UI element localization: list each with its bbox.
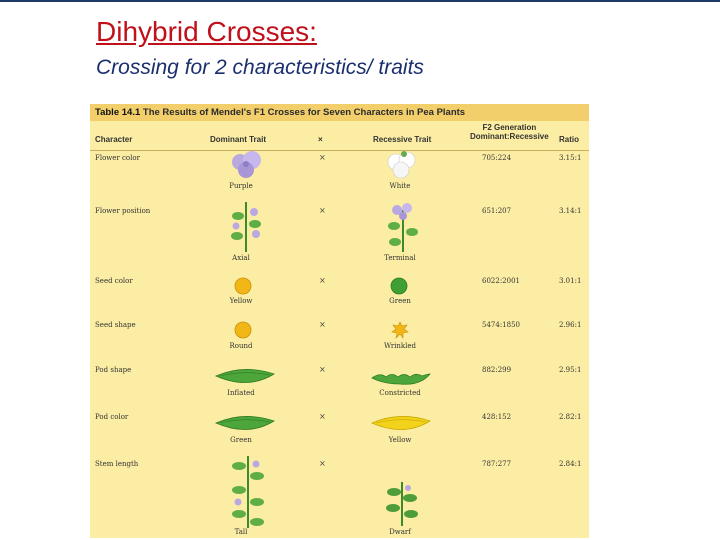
row-stem-length-ratio: 2.84:1 [559, 460, 582, 468]
row-flower-position-character: Flower position [95, 207, 151, 215]
tall-plant-icon [232, 456, 264, 528]
row-flower-color-counts: 705:224 [482, 154, 512, 162]
green-pod-icon [214, 416, 275, 430]
row-stem-length-counts: 787:277 [482, 460, 512, 468]
row-pod-shape-counts: 882:299 [482, 366, 512, 374]
table-title-bar: Table 14.1 The Results of Mendel's F1 Cr… [90, 104, 589, 121]
row-stem-length-recessive: Dwarf [389, 528, 411, 536]
yellow-pod-icon [370, 416, 431, 430]
row-seed-color-character: Seed color [95, 277, 133, 285]
white-flower-icon [387, 151, 416, 179]
header-character: Character [95, 135, 133, 144]
row-flower-color-recessive: White [389, 182, 411, 190]
top-border-line [0, 0, 720, 2]
row-flower-color-character: Flower color [95, 154, 140, 162]
green-seed-icon [390, 277, 408, 295]
row-flower-position-recessive: Terminal [384, 254, 416, 262]
row-pod-color-character: Pod color [95, 413, 129, 421]
header-dominant: Dominant Trait [210, 135, 267, 144]
row-pod-shape-recessive: Constricted [379, 389, 421, 397]
row-seed-color-cross: × [319, 276, 326, 285]
row-flower-color-ratio: 3.15:1 [559, 154, 582, 162]
row-pod-shape-cross: × [319, 365, 326, 374]
row-seed-shape-ratio: 2.96:1 [559, 321, 582, 329]
row-flower-position-ratio: 3.14:1 [559, 207, 582, 215]
row-seed-color-counts: 6022:2001 [482, 277, 520, 285]
row-pod-color-recessive: Yellow [388, 436, 412, 444]
row-seed-color-recessive: Green [389, 297, 411, 305]
header-generation: F2 Generation Dominant:Recessive [470, 123, 549, 145]
row-flower-color-dominant: Purple [229, 182, 253, 190]
table-caption: The Results of Mendel's F1 Crosses for S… [142, 107, 466, 118]
row-seed-shape-dominant: Round [229, 342, 253, 350]
yellow-seed-icon [234, 277, 252, 295]
row-flower-position-dominant: Axial [232, 254, 250, 262]
row-flower-color-cross: × [319, 153, 326, 162]
row-pod-color-cross: × [319, 412, 326, 421]
row-stem-length-dominant: Tall [234, 528, 248, 536]
row-seed-shape-cross: × [319, 320, 326, 329]
row-seed-shape-counts: 5474:1850 [482, 321, 520, 329]
header-generation-line1: F2 Generation [482, 123, 537, 132]
header-ratio: Ratio [559, 135, 579, 144]
terminal-flower-plant-icon [388, 203, 418, 252]
slide-title: Dihybrid Crosses: [96, 16, 317, 47]
header-recessive: Recessive Trait [373, 135, 432, 144]
wrinkled-seed-icon [391, 321, 409, 339]
constricted-pod-icon [371, 373, 431, 385]
row-flower-position-cross: × [319, 206, 326, 215]
header-generation-line2: Dominant:Recessive [470, 132, 549, 141]
row-seed-color-ratio: 3.01:1 [559, 277, 582, 285]
row-pod-shape-dominant: Inflated [227, 389, 255, 397]
dwarf-plant-icon [386, 482, 418, 526]
row-pod-color-dominant: Green [230, 436, 252, 444]
row-stem-length-cross: × [319, 459, 326, 468]
header-divider [90, 150, 589, 151]
row-pod-color-counts: 428:152 [482, 413, 512, 421]
row-seed-color-dominant: Yellow [229, 297, 253, 305]
round-seed-icon [234, 321, 252, 339]
header-cross: × [318, 135, 323, 144]
row-pod-shape-character: Pod shape [95, 366, 132, 374]
purple-flower-icon [232, 151, 261, 178]
row-flower-position-counts: 651:207 [482, 207, 512, 215]
inflated-pod-icon [214, 369, 275, 383]
table-number: Table 14.1 [95, 107, 141, 118]
row-seed-shape-character: Seed shape [95, 321, 136, 329]
row-seed-shape-recessive: Wrinkled [383, 342, 417, 350]
row-stem-length-character: Stem length [95, 460, 139, 468]
slide-subtitle: Crossing for 2 characteristics/ traits [96, 56, 424, 79]
mendel-table: Table 14.1 The Results of Mendel's F1 Cr… [90, 104, 589, 538]
row-pod-color-ratio: 2.82:1 [559, 413, 582, 421]
axial-flower-plant-icon [231, 202, 261, 252]
row-pod-shape-ratio: 2.95:1 [559, 366, 582, 374]
